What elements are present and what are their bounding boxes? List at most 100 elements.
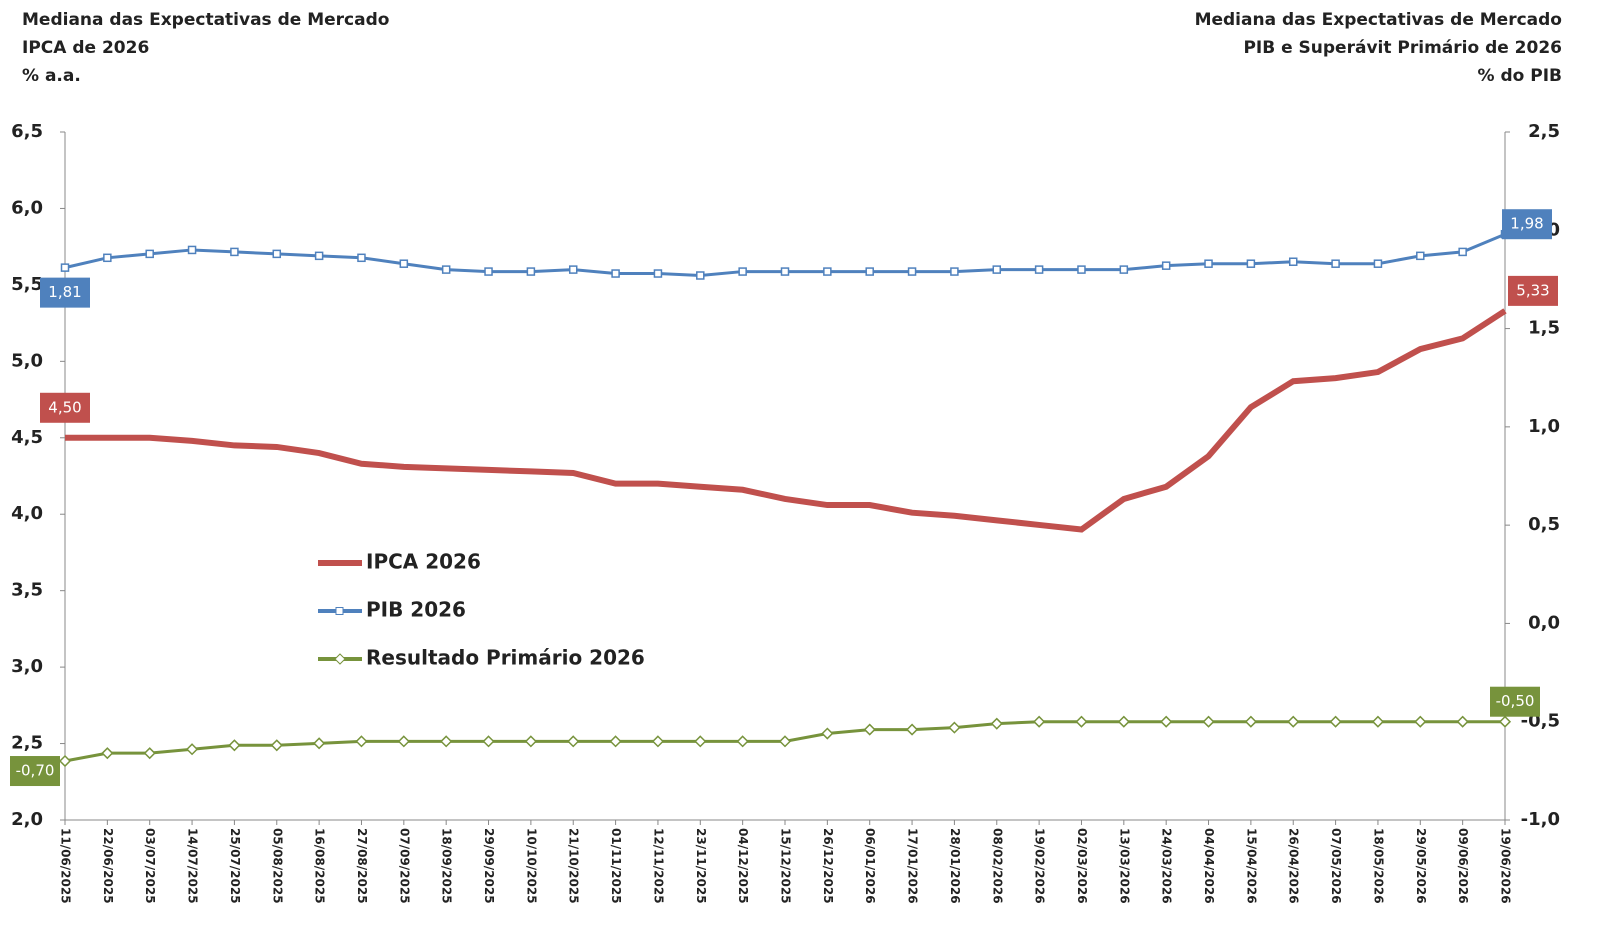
value-label: -0,70 xyxy=(16,762,55,780)
marker xyxy=(1034,265,1044,274)
marker xyxy=(313,737,326,750)
marker xyxy=(484,267,493,276)
y-tick-label: 6,5 xyxy=(11,121,43,142)
y-tick-label: 3,5 xyxy=(11,580,43,601)
series-line xyxy=(65,308,1507,533)
x-tick-label: 26/12/2025 xyxy=(821,828,835,904)
marker xyxy=(482,735,495,748)
y2-tick-label: 2,5 xyxy=(1528,121,1560,142)
x-tick-label: 21/10/2025 xyxy=(567,828,581,904)
marker xyxy=(355,735,368,748)
marker xyxy=(1077,265,1086,274)
marker xyxy=(60,263,70,272)
y2-tick-label: -1,0 xyxy=(1521,809,1560,830)
x-tick-label: 12/11/2025 xyxy=(651,828,665,904)
marker xyxy=(1202,715,1215,728)
x-tick-label: 23/11/2025 xyxy=(694,828,708,904)
marker xyxy=(524,735,537,748)
legend-label: IPCA 2026 xyxy=(366,550,481,574)
marker xyxy=(823,267,832,276)
marker xyxy=(1119,265,1129,274)
title-left: % a.a. xyxy=(22,66,81,86)
marker xyxy=(609,735,622,748)
value-label-box xyxy=(40,277,90,308)
x-tick-label: 06/01/2026 xyxy=(863,828,877,904)
marker xyxy=(1204,259,1213,268)
x-tick-label: 10/10/2025 xyxy=(524,828,538,904)
marker xyxy=(272,249,282,259)
marker xyxy=(863,723,876,736)
marker xyxy=(611,269,620,278)
marker xyxy=(1373,259,1383,268)
marker xyxy=(736,735,749,748)
y-tick-label: 6,0 xyxy=(11,197,43,218)
marker xyxy=(1458,247,1467,257)
marker xyxy=(907,267,917,276)
marker xyxy=(187,245,197,255)
x-tick-label: 17/01/2026 xyxy=(906,828,920,904)
marker xyxy=(270,739,283,752)
x-tick-label: 19/06/2026 xyxy=(1499,828,1513,904)
marker xyxy=(1416,251,1425,261)
x-tick-label: 19/02/2026 xyxy=(1033,828,1047,904)
marker xyxy=(696,271,705,280)
marker xyxy=(143,747,156,760)
x-tick-label: 03/07/2025 xyxy=(143,828,157,904)
y-tick-label: 4,0 xyxy=(11,503,43,524)
x-tick-label: 04/12/2025 xyxy=(736,828,750,904)
legend-marker xyxy=(335,607,344,615)
marker xyxy=(1371,715,1385,728)
marker xyxy=(145,249,154,259)
value-label: 1,81 xyxy=(48,283,81,301)
legend-label: PIB 2026 xyxy=(366,598,466,622)
x-tick-label: 24/03/2026 xyxy=(1160,828,1174,904)
y2-tick-label: 0,0 xyxy=(1528,612,1560,633)
x-tick-label: 05/08/2025 xyxy=(270,828,284,904)
marker xyxy=(990,717,1003,730)
marker xyxy=(1075,715,1088,728)
legend-marker xyxy=(334,653,346,665)
x-tick-label: 09/06/2026 xyxy=(1456,828,1470,904)
x-tick-label: 22/06/2025 xyxy=(101,828,115,904)
marker xyxy=(399,259,409,268)
marker xyxy=(1331,259,1340,268)
marker xyxy=(1456,715,1469,728)
marker xyxy=(1244,715,1257,728)
value-label-box xyxy=(10,756,60,787)
marker xyxy=(1287,715,1300,728)
x-tick-label: 28/01/2026 xyxy=(948,828,962,904)
x-tick-label: 13/03/2026 xyxy=(1117,828,1131,904)
x-tick-label: 27/08/2025 xyxy=(355,828,369,904)
value-label-box xyxy=(1502,209,1552,240)
value-label: 5,33 xyxy=(1516,281,1549,299)
marker xyxy=(780,267,790,276)
x-tick-label: 15/04/2026 xyxy=(1244,828,1258,904)
marker xyxy=(58,754,72,768)
y-tick-label: 5,5 xyxy=(11,274,43,295)
title-right: Mediana das Expectativas de Mercado xyxy=(1195,10,1562,30)
marker xyxy=(1160,715,1173,728)
marker xyxy=(821,727,834,740)
marker xyxy=(1288,257,1298,266)
marker xyxy=(651,735,665,748)
x-tick-label: 26/04/2026 xyxy=(1287,828,1301,904)
marker xyxy=(1329,715,1342,728)
marker xyxy=(568,265,578,274)
title-right: % do PIB xyxy=(1478,66,1562,86)
y2-tick-label: 1,5 xyxy=(1528,318,1560,339)
x-tick-label: 02/03/2026 xyxy=(1075,828,1089,904)
title-left: IPCA de 2026 xyxy=(22,38,149,58)
marker xyxy=(738,267,747,276)
value-label-box xyxy=(40,392,90,423)
x-tick-label: 15/12/2025 xyxy=(779,828,793,904)
value-label-box xyxy=(1508,275,1558,306)
y2-tick-label: 1,0 xyxy=(1528,416,1560,437)
value-label-box xyxy=(1490,686,1540,717)
x-tick-label: 18/09/2025 xyxy=(440,828,454,904)
value-label: -0,50 xyxy=(1496,692,1535,710)
y2-tick-label: 0,5 xyxy=(1528,514,1560,535)
marker xyxy=(992,265,1002,274)
value-label: 4,50 xyxy=(48,398,81,416)
marker xyxy=(948,721,961,734)
